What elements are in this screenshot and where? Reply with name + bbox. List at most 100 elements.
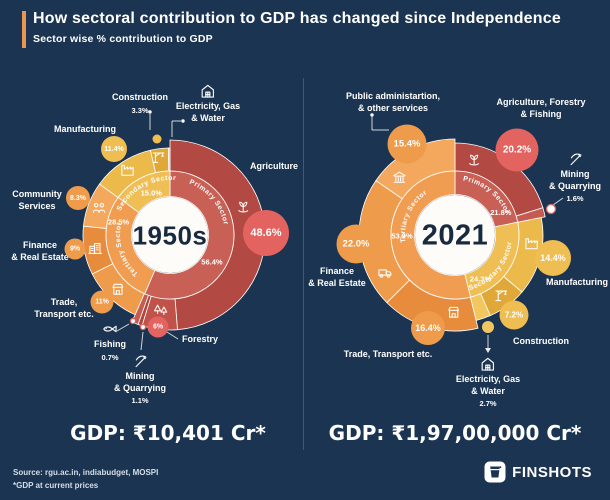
callout-manufacturing-1950s: Manufacturing xyxy=(54,124,116,136)
connector-dot xyxy=(482,321,494,333)
trade-pct-badge-2021: 16.4% xyxy=(411,311,445,345)
manufacturing-pct-badge: 11.4% xyxy=(101,136,127,162)
callout-label: & Quarrying xyxy=(113,382,167,393)
callout-agriculture-1950s: Agriculture xyxy=(250,161,298,173)
callout-fishing-1950s: Fishing 0.7% xyxy=(94,320,126,362)
callout-pct: 1.6% xyxy=(566,194,584,204)
agriculture-pct-badge: 48.6% xyxy=(243,210,289,256)
callout-label: Services xyxy=(18,200,56,211)
callout-label: Construction xyxy=(112,92,168,102)
connector-dot xyxy=(129,317,137,325)
callout-label: Mining xyxy=(560,169,590,179)
public-admin-pct-badge-2021: 15.4% xyxy=(387,124,427,164)
finshots-glass-icon xyxy=(484,461,506,483)
power-house-icon xyxy=(176,82,240,100)
power-house-icon xyxy=(456,355,520,373)
callout-label: & Quarrying xyxy=(548,180,602,191)
connector-dot xyxy=(545,203,557,215)
sector-pct-label: 53.9% xyxy=(391,231,413,240)
panel-divider xyxy=(303,78,304,450)
sector-pct-label: 24.3% xyxy=(470,275,492,284)
factory-icon xyxy=(121,164,134,176)
construction-pct-badge-2021: 7.2% xyxy=(499,300,529,330)
shop-icon xyxy=(448,306,460,318)
trees-icon xyxy=(153,304,168,316)
fish-icon xyxy=(103,325,117,333)
agriculture-pct-badge-2021: 20.2% xyxy=(495,128,539,172)
callout-label: Forestry xyxy=(182,334,219,344)
inner-segment-secondary-sector xyxy=(117,170,171,213)
callout-label: Construction xyxy=(513,336,569,346)
accent-bar xyxy=(22,11,26,48)
callout-pct: 1.1% xyxy=(131,396,149,406)
callout-label: Transport etc. xyxy=(34,308,94,319)
connector-dot xyxy=(139,323,147,331)
callout-agriculture-2021: Agriculture, Forestry & Fishing xyxy=(496,97,585,120)
pickaxe-icon xyxy=(114,352,166,370)
callout-label: Finance xyxy=(22,240,57,250)
callout-label: & Water xyxy=(471,385,505,396)
page-title: How sectoral contribution to GDP has cha… xyxy=(33,10,561,27)
callout-pct: 2.7% xyxy=(479,399,497,409)
callout-public-admin-2021: Public administartion, & other services xyxy=(346,91,440,114)
callout-label: & other services xyxy=(357,102,429,113)
sector-ring-label: Secondary Sector xyxy=(116,175,177,212)
sector-ring-label: Primary Sector xyxy=(463,176,511,215)
callout-finance-2021: Finance & Real Estate xyxy=(308,266,366,289)
callout-label: Manufacturing xyxy=(546,277,608,287)
callout-community-1950s: Community Services xyxy=(12,189,62,212)
fish-icon xyxy=(94,320,126,338)
shop-icon xyxy=(112,283,124,295)
callout-label: & Fishing xyxy=(520,108,562,119)
govt-building-icon xyxy=(393,171,406,183)
trade-pct-badge: 11% xyxy=(90,290,114,314)
pickaxe-icon xyxy=(570,153,582,166)
plant-icon xyxy=(469,154,480,166)
callout-label: & Water xyxy=(191,112,225,123)
connector-line xyxy=(140,331,144,351)
finshots-brand: FINSHOTS xyxy=(484,461,592,483)
connector-arrow xyxy=(485,348,491,353)
callout-label: Finance xyxy=(319,266,354,276)
pickaxe-icon xyxy=(135,355,147,368)
connector-dot xyxy=(152,134,162,144)
segment-electricity-gas-water xyxy=(167,147,171,172)
sector-pct-label: 15.0% xyxy=(141,188,163,197)
callout-label: Public administartion, xyxy=(345,91,441,101)
callout-pct: 0.7% xyxy=(101,352,119,362)
segment-community-services xyxy=(83,183,119,229)
brand-name: FINSHOTS xyxy=(512,463,592,481)
segment-finance-real-estate xyxy=(82,225,114,275)
source-line: Source: rgu.ac.in, indiabudget, MOSPI xyxy=(13,468,159,477)
callout-label: Trade, Transport etc. xyxy=(343,349,433,359)
chart-center-year-2021: 2021 xyxy=(421,219,489,252)
forestry-pct-badge: 6% xyxy=(147,316,169,338)
callout-label: Fishing xyxy=(94,339,126,349)
source-note: Source: rgu.ac.in, indiabudget, MOSPI *G… xyxy=(13,467,158,493)
sector-pct-label: 56.4% xyxy=(201,258,223,267)
chart-center-year-1950s: 1950s xyxy=(132,220,208,251)
sector-pct-label: 28.5% xyxy=(108,218,130,227)
callout-label: Electricity, Gas xyxy=(455,374,521,384)
gdp-label-1950s: GDP: ₹10,401 Cr* xyxy=(70,421,266,445)
callout-pct: 3.3% xyxy=(131,105,149,115)
callout-label: Manufacturing xyxy=(54,124,116,134)
callout-label: Mining xyxy=(125,371,155,381)
callout-label: Electricity, Gas xyxy=(175,101,241,111)
connector-line xyxy=(166,331,179,340)
finance-pct-badge: 9% xyxy=(64,238,86,260)
callout-label: & Real Estate xyxy=(308,277,366,288)
manufacturing-pct-badge-2021: 14.4% xyxy=(535,240,571,276)
power-house-icon xyxy=(201,84,215,98)
callout-label: Agriculture, Forestry xyxy=(496,97,586,107)
callout-mining-1950s: Mining & Quarrying 1.1% xyxy=(114,352,166,406)
page-subtitle: Sector wise % contribution to GDP xyxy=(33,33,213,45)
callout-finance-1950s: Finance & Real Estate xyxy=(11,240,69,263)
callout-label: Trade, xyxy=(50,297,78,307)
callout-manufacturing-2021: Manufacturing xyxy=(546,277,608,289)
community-pct-badge: 8.3% xyxy=(66,186,90,210)
segment-mining-quarrying xyxy=(515,207,546,223)
callout-label: Agriculture xyxy=(249,161,299,171)
callout-electricity-2021: Electricity, Gas & Water 2.7% xyxy=(456,355,520,409)
